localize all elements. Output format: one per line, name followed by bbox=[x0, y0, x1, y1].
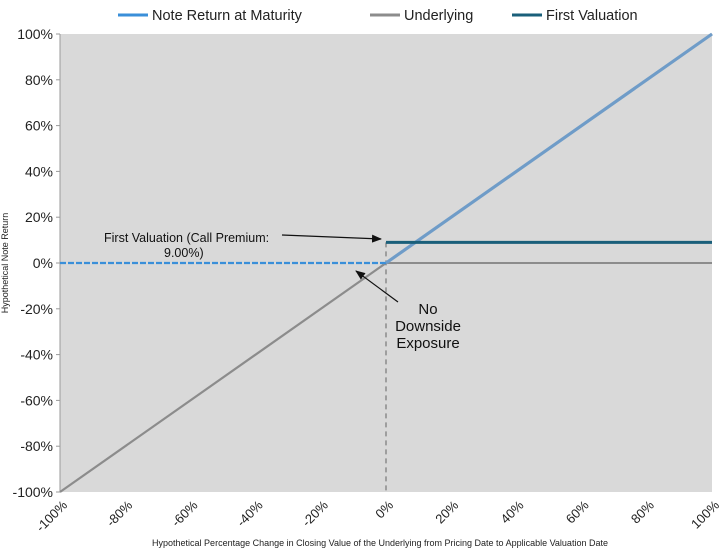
y-tick-label: -40% bbox=[20, 347, 53, 363]
annotation-first-valuation-line2: 9.00%) bbox=[164, 246, 204, 260]
y-tick-label: 0% bbox=[33, 255, 53, 271]
legend-label: Underlying bbox=[404, 8, 473, 24]
annotation-arrow-no-downside bbox=[355, 270, 399, 303]
y-tick-label: -80% bbox=[20, 438, 53, 454]
x-tick-label: -80% bbox=[103, 497, 135, 529]
x-tick-label: 0% bbox=[372, 497, 396, 521]
x-tick-label: 100% bbox=[688, 497, 720, 531]
x-tick-label: 60% bbox=[563, 497, 592, 526]
legend-label: Note Return at Maturity bbox=[152, 8, 303, 24]
x-tick-label: -60% bbox=[168, 497, 200, 529]
x-tick-label: 40% bbox=[498, 497, 527, 526]
legend-label: First Valuation bbox=[546, 8, 638, 24]
y-axis-title: Hypothetical Note Return bbox=[0, 213, 10, 314]
y-tick-label: -60% bbox=[20, 392, 53, 408]
y-tick-label: -20% bbox=[20, 301, 53, 317]
x-tick-label: -40% bbox=[234, 497, 266, 529]
y-tick-label: 60% bbox=[25, 118, 53, 134]
x-tick-label: 20% bbox=[432, 497, 461, 526]
annotation-no-downside-line3: Exposure bbox=[396, 335, 459, 352]
y-tick-label: -100% bbox=[13, 484, 53, 500]
y-tick-label: 100% bbox=[17, 26, 53, 42]
x-tick-label: 80% bbox=[628, 497, 657, 526]
annotation-first-valuation-line1: First Valuation (Call Premium: bbox=[104, 231, 269, 245]
series-line-note-return-upside bbox=[385, 32, 713, 265]
x-tick-label: -20% bbox=[299, 497, 331, 529]
y-tick-label: 40% bbox=[25, 163, 53, 179]
annotation-no-downside-line2: Downside bbox=[395, 318, 461, 335]
x-tick-label: -100% bbox=[33, 497, 70, 534]
x-axis-title: Hypothetical Percentage Change in Closin… bbox=[152, 538, 608, 548]
y-tick-label: 20% bbox=[25, 209, 53, 225]
annotation-arrow-first-valuation bbox=[281, 234, 382, 243]
annotation-no-downside-line1: No bbox=[418, 301, 437, 318]
y-tick-label: 80% bbox=[25, 72, 53, 88]
